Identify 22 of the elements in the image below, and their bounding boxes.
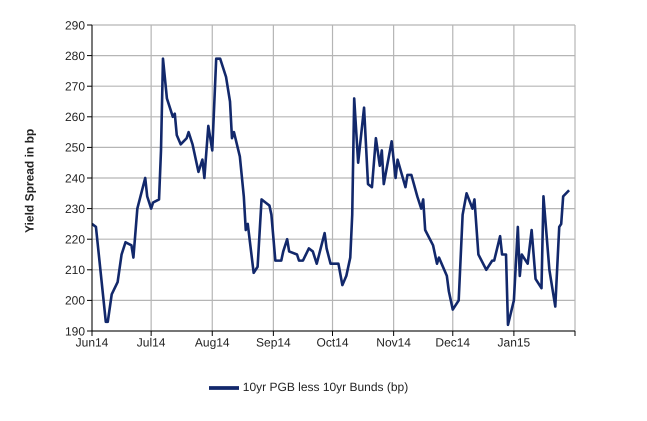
x-tick-label: Oct14 — [316, 336, 349, 350]
y-tick-label: 250 — [64, 140, 86, 155]
y-axis-title: Yield Spread in bp — [22, 128, 36, 233]
line-series — [92, 57, 570, 326]
y-tick-label: 190 — [64, 324, 86, 338]
y-tick-label: 230 — [64, 202, 86, 216]
y-tick-label: 260 — [64, 110, 86, 124]
y-tick-label: 220 — [64, 232, 86, 246]
y-tick-label: 290 — [64, 18, 86, 32]
x-tick-label: Aug14 — [194, 336, 230, 350]
x-tick-label: Jan15 — [498, 336, 531, 350]
y-tick-label: 200 — [64, 294, 86, 308]
x-tick-label: Jun14 — [76, 336, 109, 350]
x-tick-label: Sep14 — [256, 336, 292, 350]
x-tick-label: Nov14 — [376, 336, 412, 350]
x-tick-label: Jul14 — [136, 336, 166, 350]
y-tick-label: 280 — [64, 48, 86, 63]
y-tick-label: 210 — [64, 263, 86, 278]
y-tick-label: 240 — [64, 171, 86, 186]
y-tick-label: 270 — [64, 79, 86, 94]
legend-label: 10yr PGB less 10yr Bunds (bp) — [242, 380, 408, 394]
x-tick-label: Dec14 — [435, 336, 470, 350]
